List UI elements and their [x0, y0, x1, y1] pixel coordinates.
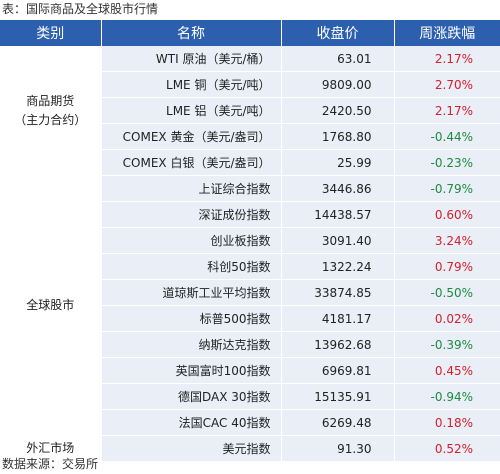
- row-close: 33874.85: [281, 279, 395, 306]
- table-row: 创业板指数 3091.40 3.24%: [0, 227, 500, 254]
- row-close: 4181.17: [281, 305, 395, 332]
- category-forex: 外汇市场: [0, 435, 102, 462]
- category-commodities-line2: （主力合约）: [14, 112, 87, 127]
- header-change: 周涨跌幅: [394, 20, 500, 46]
- row-close: 15135.91: [281, 383, 395, 410]
- header-row: 类别 名称 收盘价 周涨跌幅: [0, 20, 500, 46]
- row-name: LME 铝（美元/吨）: [101, 97, 282, 124]
- header-name: 名称: [101, 20, 282, 46]
- table-row: 外汇市场 美元指数 91.30 0.52%: [0, 435, 500, 462]
- table-row: 标普500指数 4181.17 0.02%: [0, 305, 500, 332]
- row-change: -0.50%: [394, 279, 500, 306]
- table-row: LME 铝（美元/吨） 2420.50 2.17%: [0, 97, 500, 124]
- row-close: 3091.40: [281, 227, 395, 254]
- table-row: 商品期货 （主力合约） WTI 原油（美元/桶） 63.01 2.17%: [0, 46, 500, 176]
- row-change: 2.17%: [394, 97, 500, 124]
- row-name: 标普500指数: [101, 305, 282, 332]
- row-close: 6969.81: [281, 357, 395, 384]
- table-row: 全球股市 上证综合指数 3446.86 -0.79%: [0, 175, 500, 436]
- row-change: -0.94%: [394, 383, 500, 410]
- table-row: 纳斯达克指数 13962.68 -0.39%: [0, 331, 500, 358]
- row-change: -0.39%: [394, 331, 500, 358]
- row-change: -0.44%: [394, 123, 500, 150]
- table-row: 德国DAX 30指数 15135.91 -0.94%: [0, 383, 500, 410]
- row-name: COMEX 黄金（美元/盎司）: [101, 123, 282, 150]
- row-name: 上证综合指数: [101, 175, 282, 202]
- row-close: 9809.00: [281, 71, 395, 98]
- row-name: 德国DAX 30指数: [101, 383, 282, 410]
- header-category: 类别: [0, 20, 102, 46]
- row-change: 0.60%: [394, 201, 500, 228]
- row-name: 创业板指数: [101, 227, 282, 254]
- table-row: COMEX 黄金（美元/盎司） 1768.80 -0.44%: [0, 123, 500, 150]
- row-change: -0.79%: [394, 175, 500, 202]
- table-row: COMEX 白银（美元/盎司） 25.99 -0.23%: [0, 149, 500, 176]
- category-commodities: 商品期货 （主力合约）: [0, 46, 102, 176]
- row-change: 0.52%: [394, 435, 500, 462]
- table-caption: 表：国际商品及全球股市行情: [2, 2, 159, 16]
- row-name: 纳斯达克指数: [101, 331, 282, 358]
- row-close: 1322.24: [281, 253, 395, 280]
- row-change: 2.17%: [394, 46, 500, 72]
- row-close: 14438.57: [281, 201, 395, 228]
- row-change: 0.79%: [394, 253, 500, 280]
- row-close: 3446.86: [281, 175, 395, 202]
- table-row: LME 铜（美元/吨） 9809.00 2.70%: [0, 71, 500, 98]
- row-name: 道琼斯工业平均指数: [101, 279, 282, 306]
- row-change: 2.70%: [394, 71, 500, 98]
- table-row: 法国CAC 40指数 6269.48 0.18%: [0, 409, 500, 436]
- row-close: 1768.80: [281, 123, 395, 150]
- table-row: 深证成份指数 14438.57 0.60%: [0, 201, 500, 228]
- category-commodities-line1: 商品期货: [26, 93, 75, 108]
- row-change: 0.45%: [394, 357, 500, 384]
- table-row: 科创50指数 1322.24 0.79%: [0, 253, 500, 280]
- row-name: 英国富时100指数: [101, 357, 282, 384]
- row-name: 深证成份指数: [101, 201, 282, 228]
- table-row: 道琼斯工业平均指数 33874.85 -0.50%: [0, 279, 500, 306]
- row-name: 法国CAC 40指数: [101, 409, 282, 436]
- row-close: 91.30: [281, 435, 395, 462]
- row-close: 25.99: [281, 149, 395, 176]
- market-table: 类别 名称 收盘价 周涨跌幅 商品期货 （主力合约） WTI 原油（美元/桶） …: [0, 20, 500, 462]
- row-change: -0.23%: [394, 149, 500, 176]
- row-close: 13962.68: [281, 331, 395, 358]
- row-change: 0.18%: [394, 409, 500, 436]
- category-global-stocks: 全球股市: [0, 175, 102, 436]
- row-name: WTI 原油（美元/桶）: [101, 46, 282, 72]
- row-close: 63.01: [281, 46, 395, 72]
- source-note: 数据来源：交易所: [2, 457, 99, 471]
- row-name: COMEX 白银（美元/盎司）: [101, 149, 282, 176]
- row-close: 6269.48: [281, 409, 395, 436]
- row-name: 美元指数: [101, 435, 282, 462]
- row-change: 0.02%: [394, 305, 500, 332]
- table-row: 英国富时100指数 6969.81 0.45%: [0, 357, 500, 384]
- header-close: 收盘价: [281, 20, 395, 46]
- row-name: LME 铜（美元/吨）: [101, 71, 282, 98]
- row-name: 科创50指数: [101, 253, 282, 280]
- row-change: 3.24%: [394, 227, 500, 254]
- row-close: 2420.50: [281, 97, 395, 124]
